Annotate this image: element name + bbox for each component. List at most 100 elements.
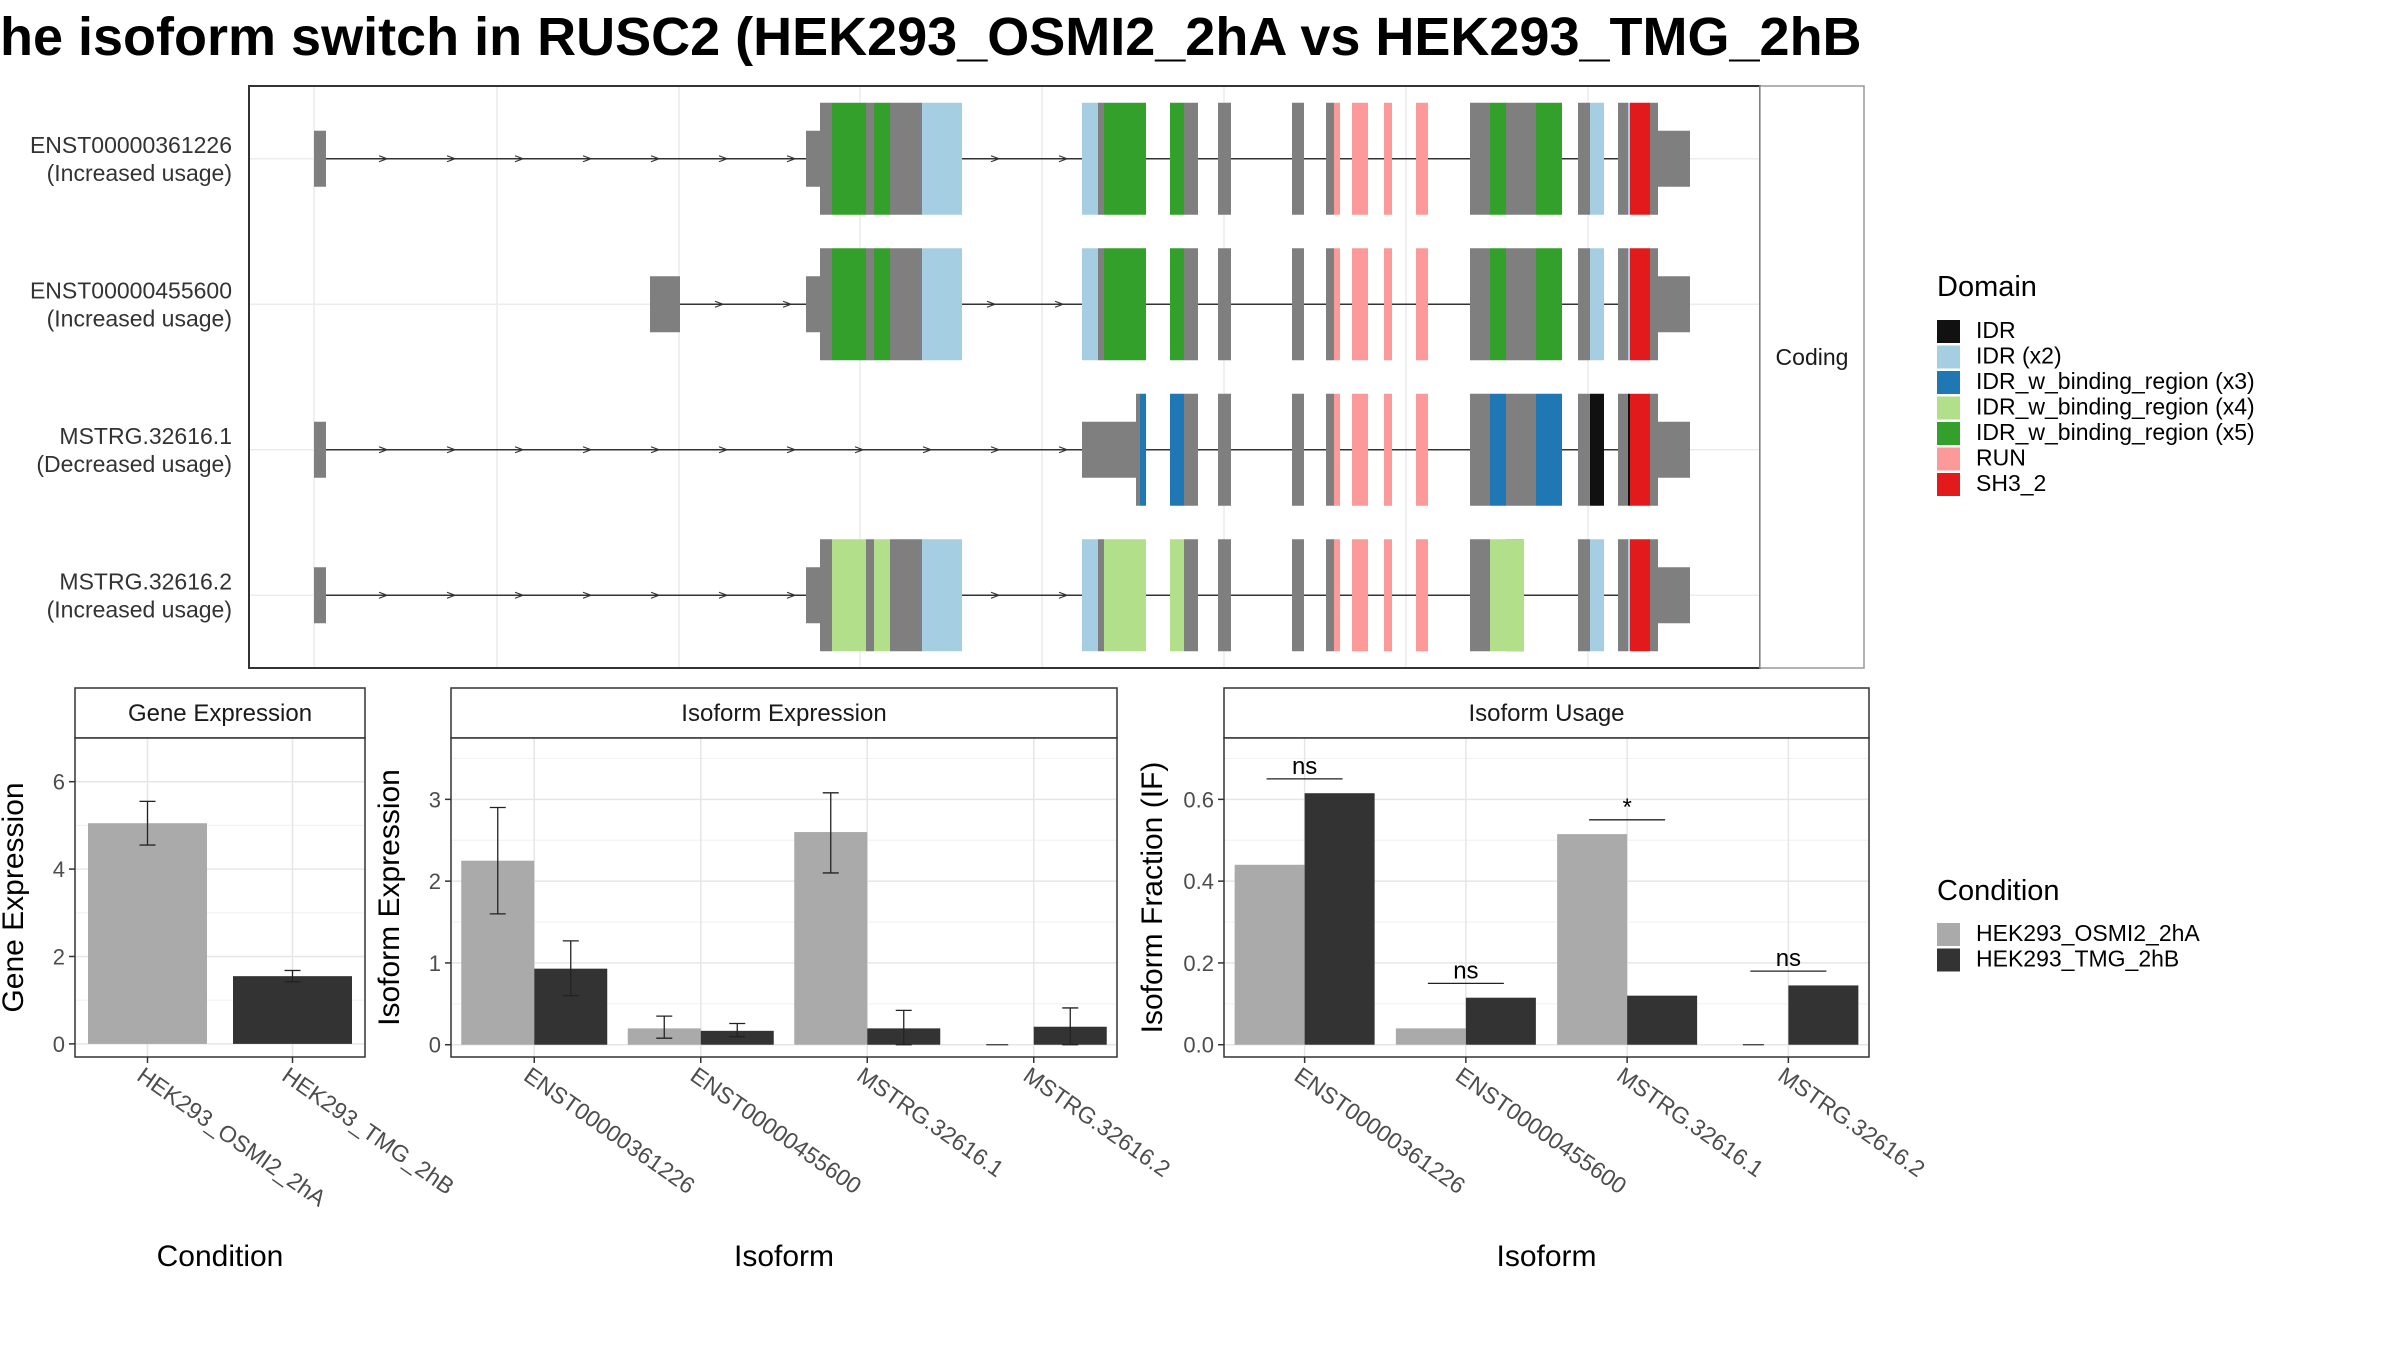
y-tick-label: 0 [429, 1033, 441, 1058]
plot-border [74, 737, 366, 1058]
y-tick-label: 0.2 [1183, 951, 1214, 976]
domain-segment [1352, 102, 1368, 215]
utr-exon [806, 130, 820, 187]
chart-title: Gene Expression [128, 700, 312, 727]
utr-exon [1658, 130, 1690, 187]
domain-segment [1590, 102, 1604, 215]
domain-segment [1628, 248, 1630, 361]
isoform-structure-panel: ENST00000361226(Increased usage)ENST0000… [30, 85, 1865, 669]
domain-legend-title: Domain [1937, 271, 2037, 303]
coding-exon [1650, 539, 1658, 652]
chart-title: Isoform Usage [1468, 700, 1624, 727]
coding-exon [866, 102, 874, 215]
coding-exon [1506, 102, 1536, 215]
domain-legend-label: IDR_w_binding_region (x5) [1976, 419, 2255, 445]
domain-segment [1630, 539, 1650, 652]
domain-segment [1490, 248, 1506, 361]
coding-exon [1618, 539, 1628, 652]
x-axis-title: Condition [157, 1240, 284, 1273]
coding-exon [866, 539, 874, 652]
domain-segment [1170, 248, 1184, 361]
domain-segment [1352, 539, 1368, 652]
domain-segment [1630, 248, 1650, 361]
domain-legend-swatch [1937, 396, 1960, 420]
domain-segment [874, 248, 890, 361]
coding-exon [1578, 248, 1590, 361]
utr-exon [314, 421, 326, 478]
intron-arrow [650, 591, 661, 599]
coding-exon [1470, 102, 1490, 215]
intron-arrow [786, 446, 797, 454]
domain-segment [1416, 539, 1428, 652]
bar [1627, 995, 1698, 1045]
coding-exon [1184, 102, 1198, 215]
significance-label: ns [1776, 945, 1801, 972]
intron-arrow [1058, 591, 1069, 599]
coding-exon [1326, 102, 1334, 215]
domain-segment [1104, 248, 1146, 361]
domain-segment [1384, 393, 1392, 506]
domain-segment [1536, 393, 1562, 506]
intron-arrow [718, 155, 729, 163]
domain-segment [1384, 248, 1392, 361]
domain-segment [1334, 248, 1340, 361]
bar [700, 1030, 774, 1045]
coding-exon [1292, 393, 1304, 506]
domain-legend-label: IDR (x2) [1976, 343, 2062, 369]
coding-exon [1218, 393, 1231, 506]
domain-segment [1104, 539, 1146, 652]
domain-legend-label: IDR_w_binding_region (x3) [1976, 368, 2255, 394]
utr-exon [314, 130, 326, 187]
x-tick-label: MSTRG.32616.2 [1019, 1062, 1175, 1182]
domain-segment [1334, 539, 1340, 652]
domain-segment [1416, 102, 1428, 215]
coding-exon [1292, 539, 1304, 652]
intron-arrow [378, 446, 389, 454]
domain-segment [1590, 393, 1604, 506]
coding-exon [820, 248, 832, 361]
domain-segment [1334, 102, 1340, 215]
isoform-row-label: ENST00000455600 [30, 277, 232, 303]
domain-segment [832, 248, 866, 361]
intron-arrow [1058, 155, 1069, 163]
condition-legend-label: HEK293_OSMI2_2hA [1976, 920, 2200, 946]
intron-arrow [990, 446, 1001, 454]
domain-segment [922, 539, 962, 652]
facet-strip-label: Coding [1776, 344, 1849, 370]
domain-segment [1352, 248, 1368, 361]
coding-exon [1184, 248, 1198, 361]
coding-exon [1578, 393, 1590, 506]
y-tick-label: 0.0 [1183, 1033, 1214, 1058]
bar [233, 976, 352, 1044]
domain-segment [1384, 102, 1392, 215]
coding-exon [820, 539, 832, 652]
y-tick-label: 2 [429, 869, 441, 894]
y-tick-label: 6 [53, 770, 65, 795]
facet-strip [1759, 85, 1865, 669]
domain-legend-swatch [1937, 320, 1960, 343]
intron-arrow [922, 446, 933, 454]
intron-arrow [582, 155, 593, 163]
domain-segment [1082, 539, 1098, 652]
intron-arrow [582, 591, 593, 599]
isoform-expression-chart: Isoform Expression 0 1 2 3 ENST00000361226ENS… [373, 687, 1175, 1273]
intron-arrow [1058, 446, 1069, 454]
domain-segment [1082, 102, 1098, 215]
intron-arrow [650, 155, 661, 163]
coding-exon [1292, 102, 1304, 215]
coding-exon [1506, 393, 1536, 506]
intron-arrow [714, 300, 725, 308]
bar [1234, 864, 1305, 1045]
intron-arrow [986, 300, 997, 308]
condition-legend-label: HEK293_TMG_2hB [1976, 946, 2179, 972]
x-tick-label: MSTRG.32616.1 [852, 1062, 1008, 1182]
coding-exon [1184, 539, 1198, 652]
isoform-usage-label: (Decreased usage) [36, 451, 232, 477]
plot-border [450, 737, 1118, 1058]
domain-segment [1104, 102, 1146, 215]
isoform-usage-chart: Isoform Usage ns ns * ns 0.0 0.2 0.4 0.6 ENST0000… [1136, 687, 1930, 1273]
y-tick-label: 1 [429, 951, 441, 976]
domain-segment [1490, 539, 1506, 652]
coding-exon [1650, 102, 1658, 215]
utr-exon [806, 276, 820, 333]
